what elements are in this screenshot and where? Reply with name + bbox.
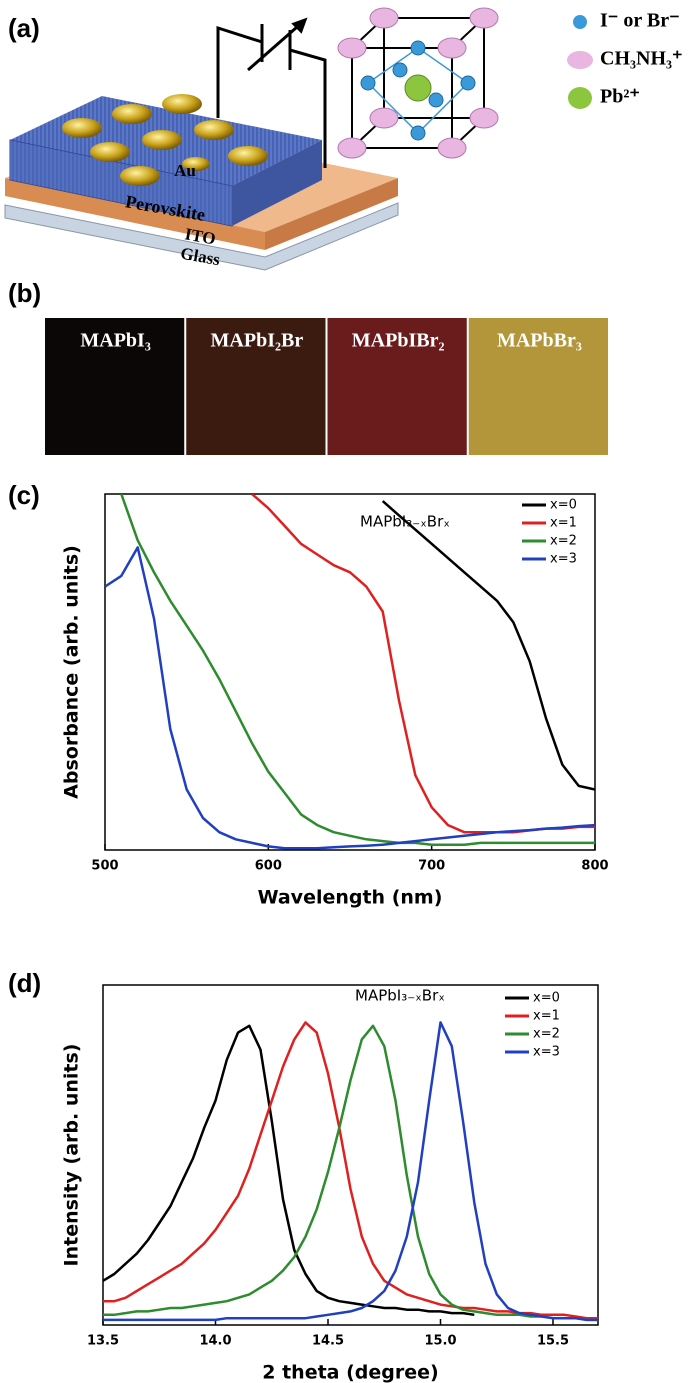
legend-swatch <box>568 87 592 109</box>
x-tick-label: 14.5 <box>312 1334 344 1349</box>
cation-sphere <box>469 107 499 129</box>
legend-label: x=0 <box>533 991 560 1006</box>
x-axis-label: Wavelength (nm) <box>258 887 443 909</box>
x-tick-label: 800 <box>581 859 608 874</box>
cation-sphere <box>337 137 367 159</box>
color-swatch <box>468 318 608 455</box>
cation-sphere <box>337 37 367 59</box>
x-tick-label: 13.5 <box>87 1334 119 1349</box>
legend-label: x=2 <box>550 534 577 549</box>
circuit <box>216 17 327 168</box>
data-line <box>251 494 595 834</box>
legend-swatch <box>567 51 593 69</box>
y-axis-label: Intensity (arb. units) <box>61 1044 83 1267</box>
cation-sphere <box>369 107 399 129</box>
legend-label: x=1 <box>550 516 577 531</box>
sample-label: MAPbIBr₂ <box>352 330 445 352</box>
cation-sphere <box>437 37 467 59</box>
annotation: MAPbI₃₋ₓBrₓ <box>355 987 445 1005</box>
x-tick-label: 14.0 <box>199 1334 231 1349</box>
halide-sphere <box>360 75 376 91</box>
legend-label: x=3 <box>533 1045 560 1060</box>
data-line <box>120 494 595 846</box>
legend-label: CH₃NH₃⁺ <box>600 48 683 70</box>
panel-label: (b) <box>8 278 41 308</box>
ito-front <box>5 178 265 250</box>
data-line <box>103 1024 598 1322</box>
x-tick-label: 15.0 <box>424 1334 456 1349</box>
halide-sphere <box>460 75 476 91</box>
x-tick-label: 500 <box>91 859 118 874</box>
plot-frame <box>104 493 596 851</box>
sample-label: MAPbBr₃ <box>497 330 582 352</box>
halide-sphere <box>428 92 444 108</box>
data-line <box>103 1024 475 1317</box>
ito-side <box>265 178 398 250</box>
device-schematic: Au Perovskite ITO Glass <box>4 17 399 271</box>
legend-label: Pb²⁺ <box>600 86 640 108</box>
x-tick-label: 700 <box>418 859 445 874</box>
panel-label: (a) <box>8 13 40 43</box>
au-electrodes <box>62 94 268 186</box>
legend-label: x=0 <box>550 498 577 513</box>
x-axis-label: 2 theta (degree) <box>262 1362 438 1383</box>
glass-layer <box>4 202 399 271</box>
halide-sphere <box>392 62 408 78</box>
legend-label: x=2 <box>533 1027 560 1042</box>
legend-label: I⁻ or Br⁻ <box>600 10 680 32</box>
plot-frame <box>102 984 599 1326</box>
x-tick-label: 600 <box>255 859 282 874</box>
legend-label: x=1 <box>533 1009 560 1024</box>
layer-label: Au <box>174 161 196 180</box>
x-tick-label: 15.5 <box>537 1334 569 1349</box>
cation-sphere <box>369 7 399 29</box>
perovskite-texture <box>10 140 232 226</box>
y-axis-label: Absorbance (arb. units) <box>61 545 83 799</box>
sample-label: MAPbI₃ <box>80 330 150 352</box>
panel-label: (c) <box>8 480 40 510</box>
color-swatch <box>327 318 467 455</box>
data-line <box>381 500 595 791</box>
data-line <box>105 546 595 850</box>
data-line <box>103 1021 598 1320</box>
data-line <box>103 1021 598 1322</box>
perovskite-side <box>232 140 322 226</box>
sample-label: MAPbI₂Br <box>211 330 304 352</box>
lead-sphere <box>404 74 432 102</box>
halide-sphere <box>410 40 426 56</box>
color-swatch <box>186 318 326 455</box>
color-swatch <box>45 318 185 455</box>
legend-label: x=3 <box>550 552 577 567</box>
cation-sphere <box>437 137 467 159</box>
legend-swatch <box>573 15 587 29</box>
panel-label: (d) <box>8 968 41 998</box>
halide-sphere <box>410 125 426 141</box>
cation-sphere <box>469 7 499 29</box>
